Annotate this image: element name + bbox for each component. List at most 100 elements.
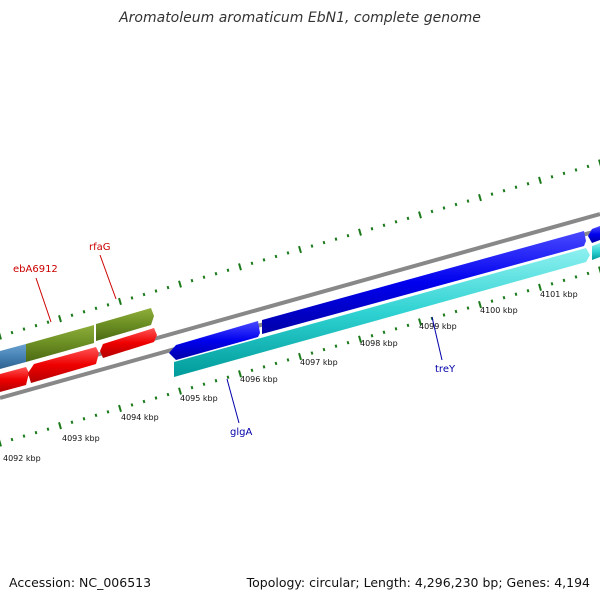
feature-blue-glgA — [169, 321, 260, 360]
inner-ring-major-tick — [598, 266, 600, 274]
tick-label: 4099 kbp — [419, 322, 457, 331]
outer-ring-major-tick — [238, 263, 242, 271]
outer-ring-minor-tick — [562, 171, 566, 176]
inner-ring-major-tick — [418, 318, 422, 326]
inner-ring-minor-tick — [490, 299, 494, 303]
feature-red-2 — [28, 347, 99, 383]
inner-ring-minor-tick — [262, 365, 266, 369]
forward-features-left — [0, 308, 154, 369]
outer-ring-minor-tick — [202, 275, 206, 279]
inner-ring-minor-tick — [550, 282, 554, 286]
outer-ring-major-tick — [58, 315, 62, 323]
outer-ring-minor-tick — [94, 306, 98, 311]
outer-ring-minor-tick — [22, 327, 26, 331]
feature-steelblue — [0, 344, 26, 369]
inner-ring-minor-tick — [346, 340, 350, 345]
inner-ring-minor-tick — [94, 413, 98, 418]
outer-ring-minor-tick — [166, 285, 170, 290]
outer-ring-minor-tick — [526, 182, 530, 186]
glgA-leader — [226, 378, 240, 424]
inner-ring-major-tick — [58, 422, 62, 430]
outer-ring-minor-tick — [274, 254, 278, 259]
inner-ring-minor-tick — [586, 271, 590, 276]
inner-ring-minor-tick — [142, 399, 146, 404]
inner-ring-major-tick — [0, 439, 2, 447]
tick-labels: 4092 kbp 4093 kbp 4094 kbp 4095 kbp 4096 kbp… — [3, 290, 578, 463]
outer-ring-minor-tick — [430, 209, 434, 214]
outer-ring-minor-tick — [514, 185, 518, 189]
feature-olive-ebA6912 — [26, 325, 94, 362]
outer-ring-major-tick — [538, 176, 542, 184]
ebA6912-leader — [35, 277, 52, 323]
outer-ring-minor-tick — [466, 199, 470, 203]
outer-ring-major-tick — [418, 211, 422, 219]
inner-ring-minor-tick — [82, 417, 86, 421]
tick-label: 4094 kbp — [121, 413, 159, 422]
inner-ring-minor-tick — [154, 396, 158, 400]
outer-tick-ring — [0, 159, 600, 340]
inner-ring-minor-tick — [526, 289, 530, 293]
inner-ring-minor-tick — [562, 278, 566, 283]
outer-ring-major-tick — [478, 193, 482, 202]
inner-ring-major-tick — [118, 404, 122, 413]
gene-label-rfaG: rfaG — [89, 242, 111, 253]
outer-ring-minor-tick — [454, 202, 458, 207]
tick-label: 4100 kbp — [480, 306, 518, 315]
outer-ring-minor-tick — [310, 244, 314, 248]
outer-ring-major-tick — [0, 332, 2, 340]
inner-ring-minor-tick — [574, 275, 578, 279]
feature-blue-right — [588, 226, 600, 243]
outer-ring-minor-tick — [130, 296, 134, 300]
inner-ring-minor-tick — [250, 368, 254, 373]
inner-ring-minor-tick — [394, 327, 398, 331]
tick-label: 4097 kbp — [300, 358, 338, 367]
inner-ring-minor-tick — [334, 344, 338, 348]
gene-label-treY: treY — [435, 364, 456, 375]
inner-ring-minor-tick — [502, 295, 506, 300]
accession-text: Accession: NC_006513 — [9, 575, 152, 590]
inner-ring-minor-tick — [406, 323, 410, 328]
outer-ring-minor-tick — [346, 233, 350, 238]
outer-ring-minor-tick — [262, 258, 266, 262]
outer-ring-minor-tick — [70, 313, 74, 317]
inner-ring-minor-tick — [286, 358, 290, 362]
outer-ring-minor-tick — [106, 303, 110, 307]
inner-ring-minor-tick — [10, 437, 14, 442]
feature-cyan-right — [592, 243, 600, 260]
inner-ring-minor-tick — [370, 334, 374, 338]
inner-ring-major-tick — [358, 335, 362, 343]
inner-ring-minor-tick — [70, 420, 74, 424]
inner-ring-minor-tick — [310, 351, 314, 355]
outer-ring-minor-tick — [394, 220, 398, 224]
outer-ring-minor-tick — [82, 310, 86, 314]
gene-labels: ebA6912 rfaG glgA treY — [13, 242, 456, 438]
tick-label: 4096 kbp — [240, 375, 278, 384]
outer-ring-minor-tick — [502, 188, 506, 193]
inner-ring-minor-tick — [22, 434, 26, 438]
outer-ring-minor-tick — [10, 330, 14, 335]
outer-ring-major-tick — [298, 245, 302, 254]
rfaG-leader — [99, 254, 117, 300]
outer-ring-minor-tick — [226, 268, 230, 272]
inner-ring-major-tick — [298, 352, 302, 361]
inner-ring-minor-tick — [442, 313, 446, 317]
outer-ring-minor-tick — [250, 261, 254, 266]
inner-ring-major-tick — [238, 370, 242, 378]
outer-ring-minor-tick — [406, 216, 410, 221]
outer-ring-minor-tick — [286, 251, 290, 255]
blue-features — [169, 226, 600, 360]
outer-ring-minor-tick — [370, 227, 374, 231]
outer-ring-major-tick — [118, 297, 122, 306]
inner-ring-minor-tick — [322, 347, 326, 352]
outer-ring-minor-tick — [46, 320, 50, 324]
gene-label-glgA: glgA — [230, 427, 252, 438]
feature-blue-treY — [262, 231, 586, 334]
gene-label-ebA6912: ebA6912 — [13, 264, 58, 275]
map-title: Aromatoleum aromaticum EbN1, complete ge… — [119, 10, 481, 26]
reverse-features-left — [0, 328, 157, 392]
outer-ring-minor-tick — [382, 223, 386, 227]
tick-label: 4093 kbp — [62, 434, 100, 443]
inner-ring-minor-tick — [106, 410, 110, 414]
outer-ring-minor-tick — [550, 175, 554, 179]
tick-label: 4098 kbp — [360, 339, 398, 348]
